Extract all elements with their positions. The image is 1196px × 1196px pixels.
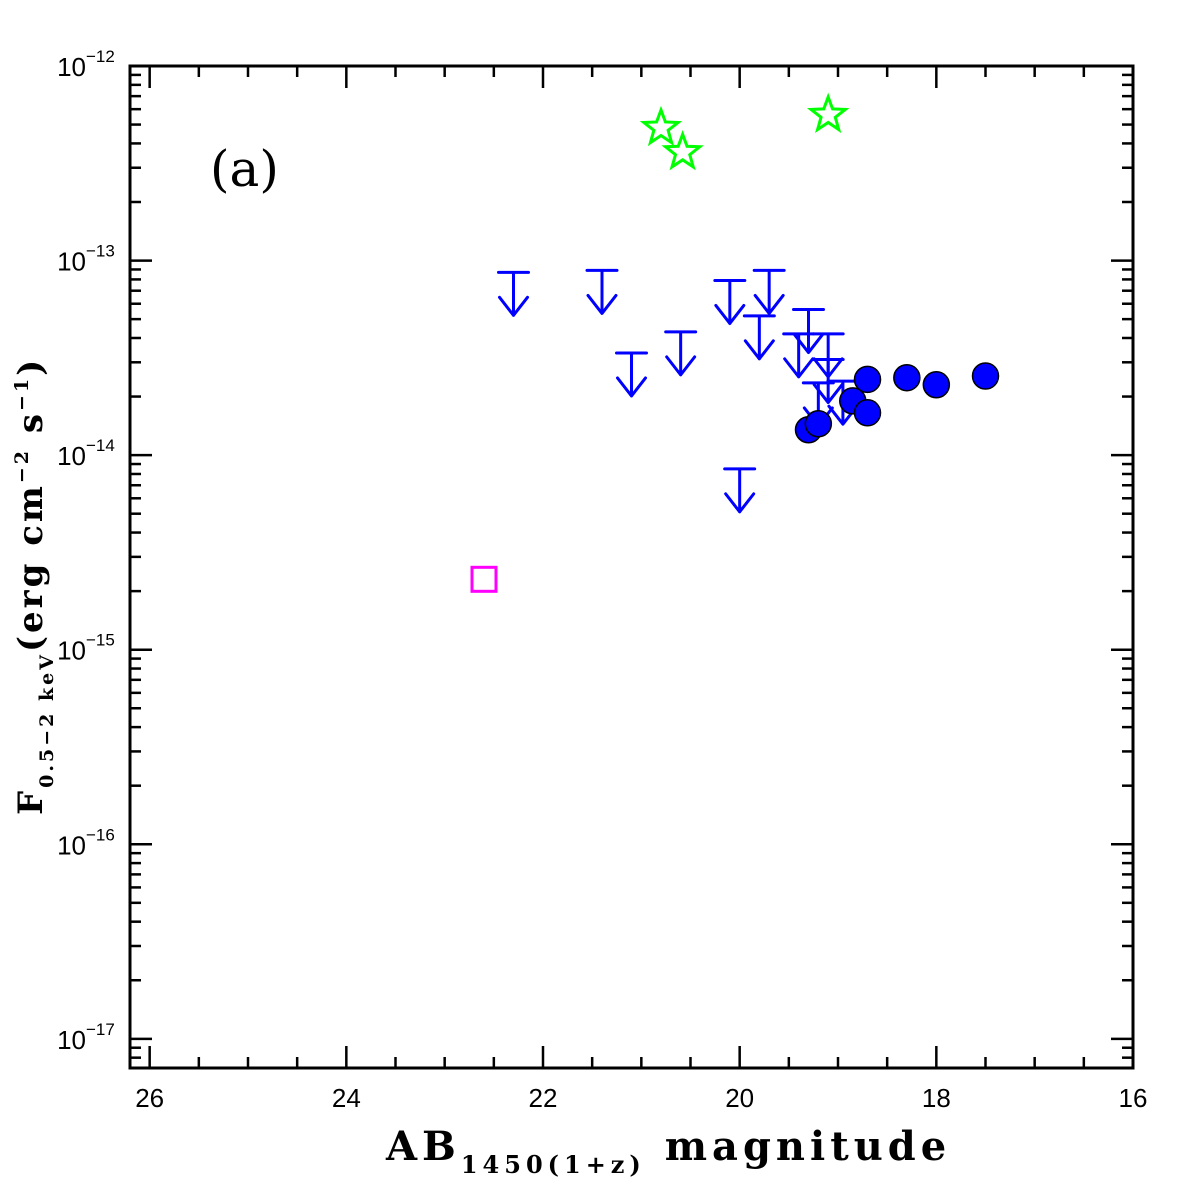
y-tick-exponent: −14: [86, 436, 115, 455]
y-tick-exponent: −12: [86, 47, 115, 66]
x-tick-label: 22: [529, 1083, 558, 1113]
upper-limit-point: [723, 467, 757, 514]
y-tick-label: 10: [57, 247, 86, 277]
upper-limit-point: [752, 268, 786, 315]
upper-limit-point: [713, 278, 747, 325]
upper-limit-point: [792, 308, 825, 355]
upper-limit-point: [742, 314, 776, 361]
y-tick-exponent: −17: [86, 1020, 115, 1039]
y-tick-exponent: −15: [86, 631, 115, 650]
detection-point: [853, 365, 882, 394]
y-tick-exponent: −16: [86, 825, 115, 844]
x-tick-label: 24: [332, 1083, 361, 1113]
y-tick-label: 10: [57, 52, 86, 82]
upper-limit-point: [585, 268, 619, 315]
detection-point: [922, 370, 951, 399]
plot-frame: [128, 64, 1135, 1070]
x-tick-label: 26: [135, 1083, 164, 1113]
x-tick-label: 20: [725, 1083, 754, 1113]
y-tick-label: 10: [57, 441, 86, 471]
detection-point: [893, 363, 921, 392]
detection-point: [804, 409, 833, 438]
y-tick-label: 10: [57, 830, 86, 860]
y-tick-label: 10: [57, 1025, 86, 1055]
star-point: [639, 105, 683, 147]
upper-limit-point: [497, 270, 530, 317]
detection-point: [971, 362, 1000, 390]
y-axis-label: F0.5−2 keV(erg cm−2 s−1): [11, 357, 58, 815]
x-tick-label: 16: [1119, 1083, 1148, 1113]
y-tick-label: 10: [57, 636, 86, 666]
x-axis-label: AB1450(1+z) magnitude: [385, 1123, 951, 1179]
data-points: [470, 92, 1000, 593]
star-point: [806, 92, 850, 134]
panel-label: (a): [210, 140, 279, 198]
star-point: [661, 130, 704, 171]
upper-limit-point: [615, 351, 648, 398]
x-tick-labels: 26 24 22 20 18 16: [135, 1083, 1147, 1113]
x-tick-label: 18: [922, 1083, 951, 1113]
square-point: [470, 565, 498, 593]
detection-point: [853, 399, 882, 427]
upper-limit-point: [664, 330, 698, 377]
y-tick-exponent: −13: [86, 242, 115, 261]
